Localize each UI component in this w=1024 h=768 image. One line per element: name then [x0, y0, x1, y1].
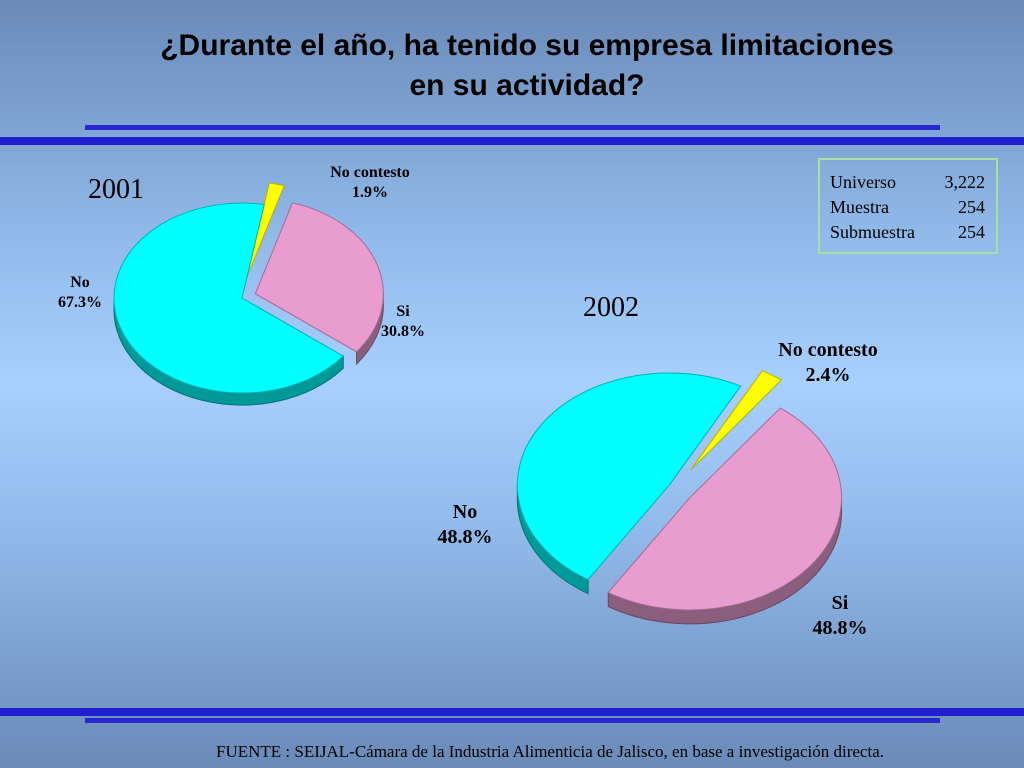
pie-2002-slice-no-contesto [690, 370, 783, 471]
chart-2002-label-no: No 48.8% [420, 500, 510, 550]
pie-2001-slice-si [254, 202, 384, 353]
info-label-universo: Universo [830, 172, 896, 192]
slide-title: ¿Durante el año, ha tenido su empresa li… [30, 26, 1024, 106]
chart-2002-label-si-value: 48.8% [812, 617, 868, 639]
sample-info-box: Universo 3,222 Muestra 254 Submuestra 25… [818, 158, 998, 254]
pie-2001 [113, 182, 384, 406]
bottom-rule-thick [0, 708, 1024, 716]
info-row-muestra: Muestra 254 [830, 195, 985, 220]
pie-2001-slice-no-contesto [246, 182, 285, 277]
chart-2001-label-no-name: No [70, 274, 90, 291]
chart-2001-label-no-contesto-name: No contesto [330, 164, 410, 181]
top-rule-thick [0, 137, 1024, 145]
chart-2001-label-no: No 67.3% [45, 273, 115, 313]
chart-2002-label-si: Si 48.8% [795, 591, 885, 641]
bottom-rule-thin [85, 718, 940, 723]
chart-2001-label-si-value: 30.8% [381, 323, 425, 340]
info-row-universo: Universo 3,222 [830, 170, 985, 195]
chart-2002-title: 2002 [583, 292, 639, 323]
chart-2002-label-si-name: Si [831, 592, 849, 614]
title-line-2: en su actividad? [409, 69, 645, 102]
info-row-submuestra: Submuestra 254 [830, 220, 985, 245]
chart-2002-label-no-contesto: No contesto 2.4% [758, 338, 898, 388]
pie-2001-slice-no [113, 202, 345, 394]
chart-2002-label-no-value: 48.8% [437, 526, 493, 548]
info-value-muestra: 254 [958, 197, 985, 217]
source-note: FUENTE : SEIJAL-Cámara de la Industria A… [216, 742, 884, 761]
chart-2001-title: 2001 [88, 174, 144, 205]
info-value-submuestra: 254 [958, 222, 985, 242]
pie-2002-slice-no [516, 372, 742, 581]
info-label-muestra: Muestra [830, 197, 889, 217]
pie-2002-slice-si [607, 407, 843, 611]
chart-2001-label-no-value: 67.3% [58, 294, 102, 311]
chart-2001-label-si: Si 30.8% [368, 302, 438, 342]
top-rule-thin [85, 125, 940, 130]
chart-2002-label-no-contesto-name: No contesto [778, 339, 878, 361]
chart-2001-label-si-name: Si [396, 303, 410, 320]
title-line-1: ¿Durante el año, ha tenido su empresa li… [160, 29, 894, 62]
chart-2002-label-no-contesto-value: 2.4% [805, 364, 851, 386]
info-value-universo: 3,222 [944, 172, 986, 192]
chart-2001-label-no-contesto-value: 1.9% [352, 184, 388, 201]
pie-2002 [516, 370, 843, 625]
info-label-submuestra: Submuestra [830, 222, 915, 242]
chart-2001-label-no-contesto: No contesto 1.9% [315, 163, 425, 203]
chart-2002-label-no-name: No [452, 501, 478, 523]
